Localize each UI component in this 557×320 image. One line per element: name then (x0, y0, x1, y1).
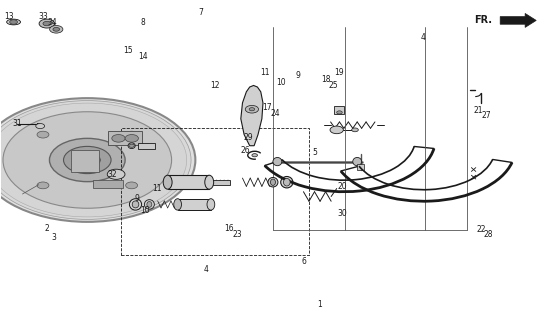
Ellipse shape (353, 157, 361, 166)
Ellipse shape (147, 202, 152, 207)
Circle shape (36, 124, 45, 129)
Text: 10: 10 (276, 78, 286, 87)
Text: 23: 23 (232, 230, 242, 239)
Text: 8: 8 (140, 18, 145, 27)
Circle shape (39, 19, 55, 28)
Text: 5: 5 (312, 148, 317, 156)
Ellipse shape (281, 177, 293, 188)
Text: 12: 12 (210, 81, 219, 90)
Bar (209, 180, 230, 185)
Text: 11: 11 (152, 184, 162, 193)
Circle shape (125, 134, 139, 142)
Circle shape (245, 105, 258, 113)
Text: 11: 11 (260, 68, 270, 77)
Ellipse shape (273, 157, 282, 166)
Circle shape (50, 26, 63, 33)
Circle shape (108, 169, 125, 179)
Circle shape (126, 182, 138, 189)
Text: 13: 13 (4, 12, 13, 21)
Circle shape (0, 103, 187, 217)
Circle shape (63, 146, 111, 174)
Circle shape (43, 21, 51, 26)
Circle shape (112, 134, 125, 142)
Text: 4: 4 (420, 33, 425, 42)
Bar (92, 180, 123, 188)
Ellipse shape (284, 178, 290, 186)
Ellipse shape (144, 200, 154, 209)
Text: 15: 15 (123, 46, 133, 55)
Circle shape (9, 20, 17, 24)
Text: 2: 2 (45, 224, 49, 233)
Circle shape (0, 98, 196, 222)
Ellipse shape (268, 178, 278, 187)
Ellipse shape (174, 199, 182, 210)
Ellipse shape (7, 19, 21, 25)
Text: FR.: FR. (475, 15, 492, 25)
Ellipse shape (132, 201, 139, 208)
Circle shape (37, 131, 49, 138)
Bar (120, 128, 309, 255)
Bar (357, 164, 364, 170)
Circle shape (50, 138, 125, 182)
Text: 10: 10 (141, 206, 150, 215)
Bar (109, 132, 141, 145)
Ellipse shape (207, 199, 215, 210)
Ellipse shape (128, 143, 135, 148)
Circle shape (336, 111, 342, 114)
Circle shape (53, 28, 60, 31)
Text: 19: 19 (335, 68, 344, 77)
Circle shape (252, 154, 257, 157)
Text: 21: 21 (473, 106, 483, 115)
Text: 17: 17 (262, 103, 272, 112)
Text: 26: 26 (241, 146, 250, 155)
Text: 34: 34 (47, 19, 57, 28)
Bar (334, 106, 344, 114)
Text: 29: 29 (243, 133, 253, 142)
Polygon shape (500, 13, 536, 28)
Text: 28: 28 (483, 230, 493, 239)
Text: 9: 9 (135, 194, 140, 203)
Bar (168, 175, 209, 189)
Text: 1: 1 (317, 300, 323, 309)
Circle shape (3, 112, 172, 208)
Text: 9: 9 (295, 71, 300, 80)
Ellipse shape (163, 175, 172, 189)
Text: 14: 14 (138, 52, 148, 61)
Text: 18: 18 (321, 75, 330, 84)
Ellipse shape (205, 175, 214, 189)
Bar (138, 142, 155, 149)
Text: 22: 22 (476, 225, 486, 234)
Text: 33: 33 (38, 12, 48, 21)
Text: 30: 30 (338, 209, 347, 219)
Circle shape (351, 128, 358, 132)
Text: 7: 7 (198, 8, 203, 17)
Circle shape (126, 131, 138, 138)
Bar (71, 150, 99, 172)
Text: 4: 4 (204, 265, 209, 274)
Polygon shape (241, 85, 263, 146)
Text: 25: 25 (328, 81, 338, 90)
Text: 31: 31 (12, 119, 22, 128)
Text: 16: 16 (224, 224, 233, 233)
Ellipse shape (271, 179, 276, 185)
Circle shape (0, 100, 191, 220)
Ellipse shape (129, 199, 141, 210)
Circle shape (74, 153, 100, 167)
Circle shape (37, 182, 49, 189)
Text: 3: 3 (52, 233, 56, 242)
Text: 24: 24 (271, 108, 281, 117)
Text: 32: 32 (108, 170, 117, 179)
Text: 20: 20 (338, 182, 347, 191)
Circle shape (330, 126, 343, 134)
Text: 27: 27 (481, 111, 491, 120)
Circle shape (129, 144, 134, 147)
Bar (178, 199, 211, 210)
Text: 6: 6 (301, 257, 306, 266)
Circle shape (249, 108, 255, 111)
